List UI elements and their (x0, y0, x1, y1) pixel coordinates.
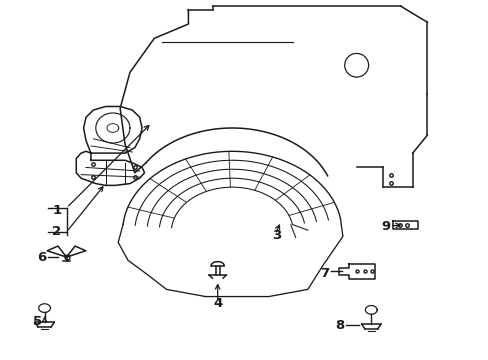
Text: 9: 9 (381, 220, 390, 233)
Text: 8: 8 (334, 319, 344, 332)
Text: 4: 4 (213, 297, 222, 310)
Text: 1: 1 (52, 204, 61, 217)
Text: 6: 6 (38, 251, 47, 264)
Text: 3: 3 (271, 229, 280, 242)
Text: 5: 5 (33, 315, 42, 328)
Text: 7: 7 (320, 267, 329, 280)
Text: 2: 2 (52, 225, 61, 238)
